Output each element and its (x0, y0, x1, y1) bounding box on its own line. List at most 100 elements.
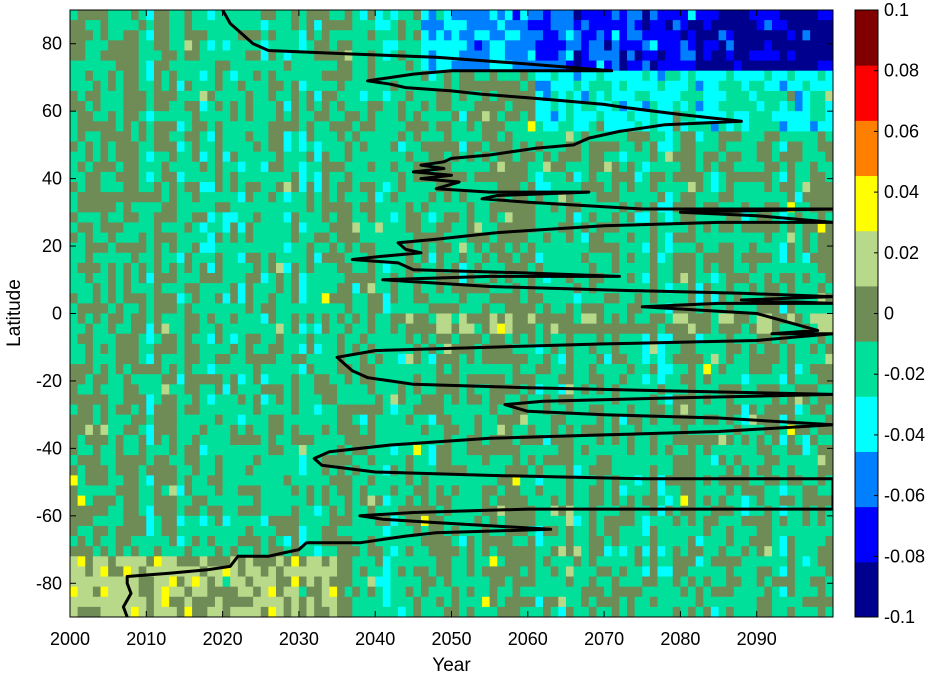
heatmap-cell (337, 455, 346, 466)
heatmap-cell (268, 192, 277, 203)
heatmap-cell (688, 151, 697, 163)
heatmap-cell (688, 20, 697, 31)
heatmap-cell (390, 485, 399, 496)
heatmap-cell (527, 30, 536, 41)
heatmap-cell (153, 10, 162, 21)
heatmap-cell (314, 40, 323, 51)
heatmap-cell (451, 192, 460, 203)
heatmap-cell (359, 414, 368, 426)
heatmap-cell (283, 424, 292, 436)
heatmap-cell (649, 111, 658, 122)
heatmap-cell (237, 222, 246, 233)
heatmap-cell (512, 131, 521, 142)
heatmap-cell (100, 192, 109, 203)
heatmap-cell (535, 202, 544, 213)
heatmap-cell (596, 414, 605, 426)
heatmap-cell (482, 414, 491, 426)
heatmap-cell (390, 192, 399, 203)
heatmap-cell (298, 101, 307, 112)
heatmap-cell (619, 414, 628, 426)
heatmap-cell (230, 576, 239, 588)
heatmap-cell (214, 343, 223, 355)
heatmap-cell (466, 10, 475, 21)
heatmap-cell (329, 586, 338, 598)
heatmap-cell (108, 364, 117, 375)
heatmap-cell (169, 70, 178, 82)
heatmap-cell (245, 404, 254, 416)
heatmap-cell (520, 495, 529, 507)
heatmap-cell (276, 40, 285, 51)
heatmap-cell (611, 212, 620, 223)
heatmap-cell (527, 10, 536, 21)
heatmap-cell (619, 546, 628, 557)
heatmap-cell (672, 323, 681, 335)
heatmap-cell (222, 90, 231, 102)
heatmap-cell (276, 181, 285, 193)
heatmap-cell (466, 262, 475, 274)
heatmap-cell (367, 262, 376, 274)
heatmap-cell (649, 10, 658, 21)
heatmap-cell (535, 404, 544, 416)
heatmap-cell (192, 80, 201, 92)
heatmap-cell (321, 455, 330, 466)
heatmap-cell (489, 556, 498, 567)
heatmap-cell (199, 505, 208, 517)
heatmap-cell (245, 60, 254, 72)
heatmap-cell (489, 495, 498, 507)
heatmap-cell (222, 596, 231, 608)
heatmap-cell (314, 414, 323, 426)
heatmap-cell (306, 111, 315, 122)
heatmap-cell (474, 30, 483, 41)
heatmap-cell (512, 323, 521, 335)
heatmap-cell (466, 445, 475, 456)
heatmap-cell (337, 222, 346, 233)
heatmap-cell (398, 10, 407, 21)
heatmap-cell (543, 333, 552, 345)
heatmap-cell (581, 404, 590, 416)
heatmap-cell (138, 495, 147, 507)
heatmap-cell (138, 485, 147, 496)
heatmap-cell (695, 70, 704, 82)
heatmap-cell (390, 434, 399, 446)
heatmap-cell (207, 404, 216, 416)
heatmap-cell (680, 546, 689, 557)
heatmap-cell (626, 262, 636, 274)
heatmap-cell (573, 525, 582, 537)
heatmap-cell (535, 424, 544, 436)
heatmap-cell (497, 606, 506, 617)
heatmap-cell (359, 333, 368, 345)
heatmap-cell (375, 445, 384, 456)
heatmap-cell (688, 273, 697, 284)
heatmap-cell (565, 525, 574, 537)
heatmap-cell (344, 455, 353, 466)
heatmap-cell (657, 262, 666, 274)
heatmap-cell (642, 606, 651, 617)
heatmap-cell (581, 596, 590, 608)
heatmap-cell (260, 202, 269, 213)
heatmap-cell (680, 222, 689, 233)
heatmap-cell (184, 455, 193, 466)
heatmap-cell (131, 445, 140, 456)
heatmap-cell (268, 80, 277, 92)
heatmap-cell (474, 70, 483, 82)
heatmap-cell (260, 303, 269, 314)
heatmap-cell (245, 171, 254, 183)
heatmap-cell (108, 293, 117, 304)
heatmap-cell (344, 50, 353, 61)
heatmap-cell (428, 151, 437, 163)
heatmap-cell (268, 101, 277, 112)
heatmap-cell (321, 606, 330, 617)
heatmap-cell (237, 161, 246, 173)
heatmap-cell (382, 313, 391, 325)
heatmap-cell (474, 445, 483, 456)
heatmap-cell (108, 303, 117, 314)
heatmap-cell (153, 343, 162, 355)
heatmap-cell (375, 485, 384, 496)
heatmap-cell (665, 455, 674, 466)
heatmap-cell (420, 10, 430, 21)
heatmap-cell (436, 10, 445, 21)
heatmap-cell (588, 262, 597, 274)
heatmap-cell (131, 323, 140, 335)
heatmap-cell (497, 161, 506, 173)
heatmap-cell (626, 151, 636, 163)
